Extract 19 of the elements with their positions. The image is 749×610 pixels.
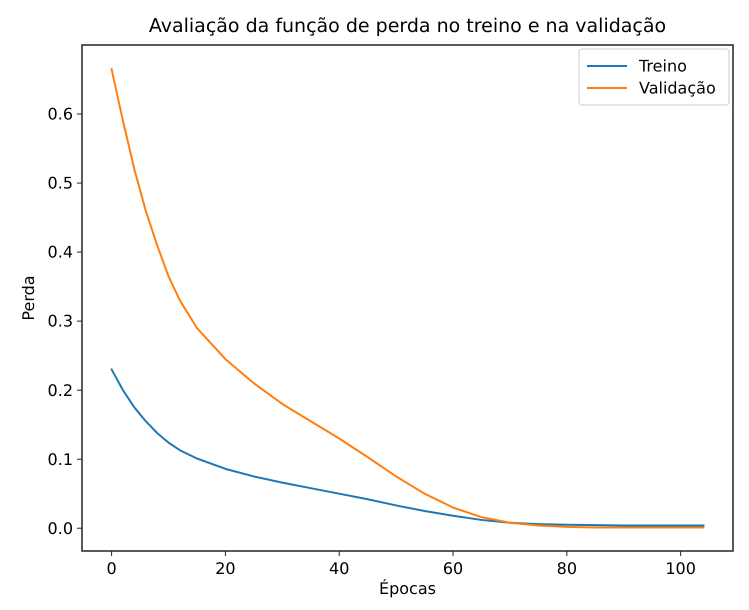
y-tick-label: 0.1: [48, 450, 73, 469]
y-tick-label: 0.6: [48, 104, 73, 124]
y-tick-label: 0.0: [48, 518, 73, 538]
y-axis-title: Perda: [19, 275, 38, 321]
y-tick-label: 0.3: [48, 312, 73, 331]
legend-label: Validação: [639, 78, 716, 98]
x-tick-label: 60: [442, 559, 464, 578]
y-tick-label: 0.2: [48, 380, 73, 400]
chart-title: Avaliação da função de perda no treino e na validação: [148, 15, 666, 37]
line-series: [110, 368, 704, 526]
x-tick-label: 100: [665, 559, 696, 578]
legend-label: Treino: [638, 56, 687, 76]
x-tick-label: 20: [215, 559, 236, 578]
y-tick-label: 0.5: [48, 174, 73, 193]
x-tick-label: 0: [106, 559, 117, 578]
y-tick-label: 0.4: [48, 242, 73, 262]
x-tick-label: 80: [556, 559, 578, 578]
x-axis-title: Épocas: [379, 579, 436, 598]
x-tick-label: 40: [329, 559, 350, 578]
